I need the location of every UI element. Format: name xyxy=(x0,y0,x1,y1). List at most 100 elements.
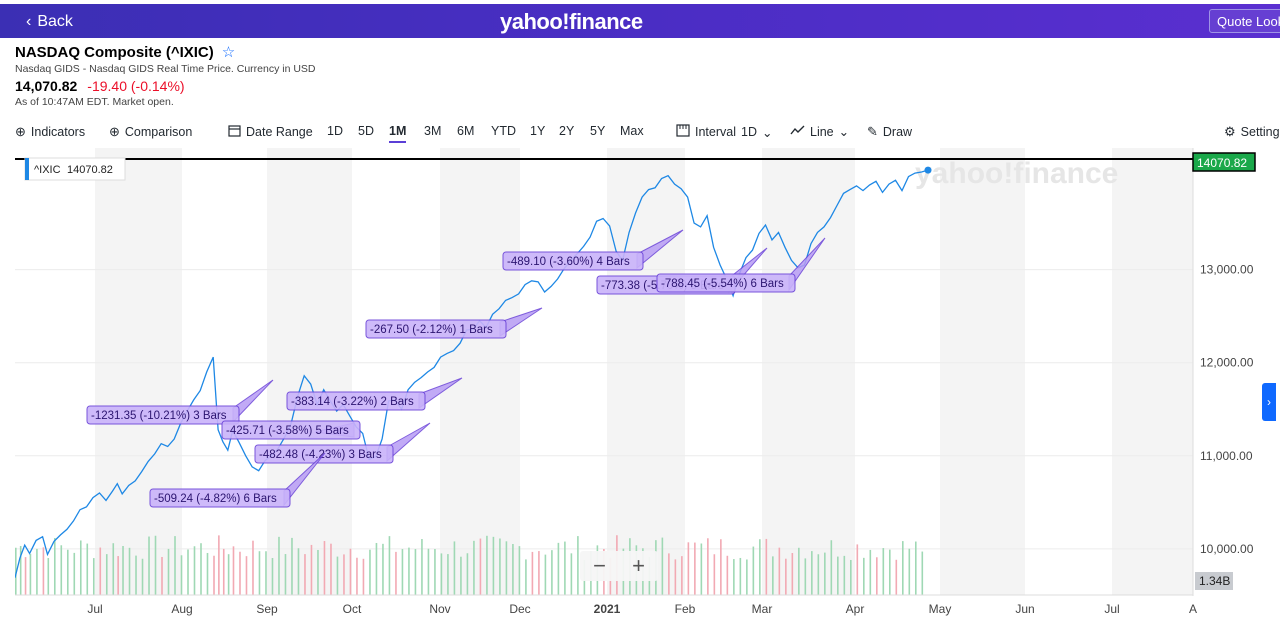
range-1m[interactable]: 1M xyxy=(389,124,407,143)
volume-bar xyxy=(304,554,306,595)
volume-bar xyxy=(798,547,800,595)
volume-bar xyxy=(687,542,690,595)
volume-bar xyxy=(921,551,924,595)
back-button[interactable]: ‹ Back xyxy=(26,13,73,31)
volume-bar xyxy=(180,555,183,595)
price-chart[interactable]: yahoo!finance -1231.35 (-10.21%) 3 Bars-… xyxy=(14,148,1280,639)
volume-bar xyxy=(206,552,209,595)
x-tick-label: May xyxy=(929,602,952,616)
quote-lookup-button[interactable]: Quote Lookup xyxy=(1209,9,1280,33)
zoom-in-button[interactable]: + xyxy=(632,553,645,578)
range-1d[interactable]: 1D xyxy=(327,124,343,138)
annotation-box xyxy=(86,405,240,425)
volume-bar xyxy=(414,549,417,595)
volume-bar xyxy=(222,548,225,595)
annotation-box xyxy=(286,391,426,411)
volume-bar xyxy=(518,546,521,595)
range-5y[interactable]: 5Y xyxy=(590,124,606,138)
volume-bar xyxy=(193,546,196,595)
plus-circle-icon: ⊕ xyxy=(109,124,120,139)
volume-bar xyxy=(382,543,384,595)
volume-bar xyxy=(213,555,215,595)
yahoo-finance-logo[interactable]: yahoo!finance xyxy=(500,9,643,34)
month-band xyxy=(940,148,1025,595)
interval-button[interactable]: Interval 1D ⌄ xyxy=(676,124,772,140)
volume-bar xyxy=(843,555,846,595)
volume-bar xyxy=(440,553,443,595)
page-title: NASDAQ Composite (^IXIC) xyxy=(15,43,214,61)
volume-bar xyxy=(356,557,358,595)
volume-bar xyxy=(460,556,462,595)
x-tick-label: Nov xyxy=(429,602,450,616)
volume-bar xyxy=(330,543,332,595)
range-5d[interactable]: 5D xyxy=(358,124,374,138)
volume-bar xyxy=(486,535,488,595)
chevron-down-icon: ⌄ xyxy=(838,125,850,139)
x-tick-label: Mar xyxy=(752,602,773,616)
volume-bar xyxy=(804,558,807,595)
volume-bar xyxy=(434,549,436,595)
volume-bar xyxy=(733,559,735,595)
settings-button[interactable]: ⚙ Settings xyxy=(1224,124,1280,140)
current-price: 14,070.82 xyxy=(15,78,78,94)
comparison-button[interactable]: ⊕ Comparison xyxy=(109,124,192,140)
volume-bar xyxy=(837,556,839,595)
plus-circle-icon: ⊕ xyxy=(15,124,26,139)
indicators-button[interactable]: ⊕ Indicators xyxy=(15,124,85,140)
volume-bar xyxy=(525,559,527,595)
volume-bar xyxy=(499,538,501,595)
volume-bar xyxy=(902,541,904,595)
month-band xyxy=(95,148,182,595)
range-max[interactable]: Max xyxy=(620,124,644,138)
volume-bar xyxy=(505,541,508,595)
volume-tag xyxy=(1195,572,1233,590)
range-2y[interactable]: 2Y xyxy=(559,124,575,138)
volume-bar xyxy=(161,556,163,595)
volume-bar xyxy=(752,546,755,595)
volume-bar xyxy=(47,558,50,595)
range-1y[interactable]: 1Y xyxy=(530,124,546,138)
volume-bar xyxy=(564,541,566,595)
volume-bar xyxy=(720,539,722,595)
chevron-down-icon: ⌄ xyxy=(761,125,773,140)
last-price-dot xyxy=(924,166,932,174)
annotation-box xyxy=(149,488,291,508)
volume-bar xyxy=(473,540,475,595)
symbol-legend-swatch xyxy=(25,158,29,180)
volume-bar xyxy=(200,543,202,595)
zoom-out-button[interactable]: − xyxy=(593,553,606,578)
annotation-label: -425.71 (-3.58%) 5 Bars xyxy=(226,425,349,437)
range-6m[interactable]: 6M xyxy=(457,124,475,138)
volume-bar xyxy=(362,558,365,595)
volume-bar xyxy=(447,554,449,595)
month-band xyxy=(440,148,520,595)
volume-bar xyxy=(271,558,274,595)
volume-bar xyxy=(73,552,76,595)
as-of-text: As of 10:47AM EDT. Market open. xyxy=(15,96,174,108)
expand-panel-button[interactable]: › xyxy=(1262,383,1276,421)
range-3m[interactable]: 3M xyxy=(424,124,442,138)
line-type-button[interactable]: Line ⌄ xyxy=(790,124,849,139)
last-price-tag-text: 14070.82 xyxy=(1197,156,1247,170)
draw-button[interactable]: ✎ Draw xyxy=(867,124,912,140)
volume-bar xyxy=(791,553,794,595)
x-tick-label: Oct xyxy=(343,602,362,616)
volume-bar xyxy=(492,536,495,595)
y-tick-label: 13,000.00 xyxy=(1200,263,1254,277)
range-ytd[interactable]: YTD xyxy=(491,124,516,138)
back-label: Back xyxy=(37,13,73,30)
volume-bar xyxy=(408,547,410,595)
volume-bar xyxy=(512,543,514,595)
volume-bar xyxy=(681,556,683,595)
chart-area[interactable]: yahoo!finance -1231.35 (-10.21%) 3 Bars -… xyxy=(14,148,1280,639)
star-icon[interactable]: ☆ xyxy=(221,44,236,61)
symbol-legend-value: 14070.82 xyxy=(67,164,113,176)
line-label: Line xyxy=(810,124,834,139)
date-range-button[interactable]: Date Range xyxy=(228,124,313,140)
volume-bar xyxy=(785,558,787,595)
draw-label: Draw xyxy=(882,125,913,139)
volume-bar xyxy=(218,535,220,595)
volume-bar xyxy=(284,554,287,595)
chevron-left-icon: ‹ xyxy=(26,13,32,30)
volume-bar xyxy=(19,545,22,595)
